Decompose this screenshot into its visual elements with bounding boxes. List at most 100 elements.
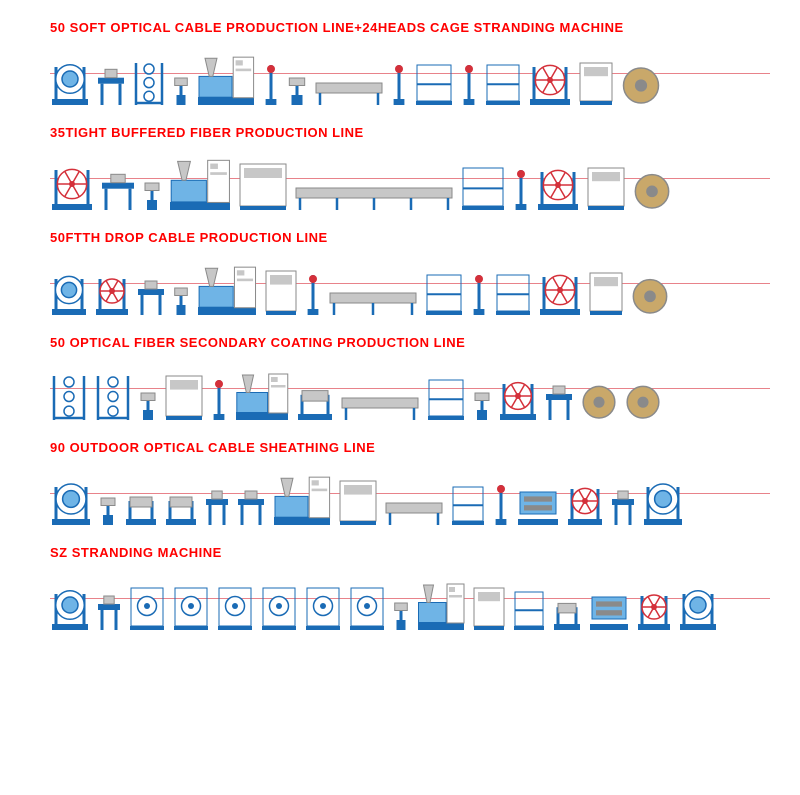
machine-frame [426,374,466,420]
machine-small [472,390,492,420]
machine-extruder [234,370,290,420]
machine-extruder [272,473,332,525]
machine-row [50,465,770,525]
production-line-section: 50FTTH DROP CABLE PRODUCTION LINE [50,230,770,315]
machine-small [138,390,158,420]
machine-stand [96,63,126,105]
machine-cabinet [588,269,624,315]
machine-post [304,271,322,315]
machine-cabinet [238,160,288,210]
machine-spool [632,168,672,210]
machine-small [172,75,190,105]
machine-trough [340,380,420,420]
machine-payoff [50,477,92,525]
machine-trough [328,275,418,315]
production-line-section: 90 OUTDOOR OPTICAL CABLE SHEATHING LINE [50,440,770,525]
machine-row [50,255,770,315]
machine-capstan [588,586,630,630]
machine-frame [450,481,486,525]
machine-stand [100,168,136,210]
machine-stand [136,275,166,315]
machine-frame [512,586,546,630]
section-title: 50 SOFT OPTICAL CABLE PRODUCTION LINE+24… [50,20,770,35]
section-title: 90 OUTDOOR OPTICAL CABLE SHEATHING LINE [50,440,770,455]
machine-reel [566,481,604,525]
machine-post [470,271,488,315]
production-line-section: 50 OPTICAL FIBER SECONDARY COATING PRODU… [50,335,770,420]
machine-cabinet [578,59,614,105]
machine-stand [610,485,636,525]
machine-post [512,166,530,210]
machine-spool [624,380,662,420]
section-title: 50 OPTICAL FIBER SECONDARY COATING PRODU… [50,335,770,350]
machine-cage [304,582,342,630]
machine-post [390,61,408,105]
section-title: 50FTTH DROP CABLE PRODUCTION LINE [50,230,770,245]
machine-spool [630,273,670,315]
machine-spool [580,380,618,420]
machine-small [98,495,118,525]
machine-payoff [50,57,90,105]
machine-reel [94,271,130,315]
machine-payoff [50,584,90,630]
machine-reel [528,59,572,105]
machine-stand [204,485,230,525]
machine-row [50,150,770,210]
machine-trough [294,170,454,210]
machine-rack [50,372,88,420]
machine-reel [536,164,580,210]
machine-cabinet [338,477,378,525]
machine-trough [384,485,444,525]
machine-capstan [516,481,560,525]
section-title: 35TIGHT BUFFERED FIBER PRODUCTION LINE [50,125,770,140]
machine-cabinet [164,372,204,420]
machine-cage [260,582,298,630]
machine-frame [484,59,522,105]
machine-reel [636,588,672,630]
machine-frame [460,162,506,210]
machine-post [262,61,280,105]
machine-rack [132,59,166,105]
machine-row [50,45,770,105]
machine-cage [216,582,254,630]
production-line-section: 35TIGHT BUFFERED FIBER PRODUCTION LINE [50,125,770,210]
machine-stand [96,590,122,630]
machine-post [492,481,510,525]
machine-cage [348,582,386,630]
machine-post [210,376,228,420]
section-title: SZ STRANDING MACHINE [50,545,770,560]
machine-drum [164,485,198,525]
machine-cabinet [264,267,298,315]
machine-extruder [196,263,258,315]
machine-small [142,180,162,210]
machine-payoff [50,269,88,315]
machine-row [50,570,770,630]
machine-post [460,61,478,105]
production-line-section: 50 SOFT OPTICAL CABLE PRODUCTION LINE+24… [50,20,770,105]
machine-small [286,75,308,105]
production-line-section: SZ STRANDING MACHINE [50,545,770,630]
machine-drum [552,592,582,630]
machine-stand [544,380,574,420]
diagram-page: 50 SOFT OPTICAL CABLE PRODUCTION LINE+24… [0,0,800,795]
sections-container: 50 SOFT OPTICAL CABLE PRODUCTION LINE+24… [50,20,770,630]
machine-reel [50,162,94,210]
machine-payoff [678,584,718,630]
machine-stand [236,485,266,525]
machine-drum [124,485,158,525]
machine-frame [424,269,464,315]
machine-small [392,600,410,630]
machine-row [50,360,770,420]
machine-cabinet [586,164,626,210]
machine-drum [296,378,334,420]
machine-reel [498,376,538,420]
machine-frame [414,59,454,105]
machine-cage [172,582,210,630]
machine-payoff [642,477,684,525]
machine-rack [94,372,132,420]
machine-trough [314,65,384,105]
machine-cage [128,582,166,630]
machine-frame [494,269,532,315]
machine-extruder [416,580,466,630]
machine-small [172,285,190,315]
